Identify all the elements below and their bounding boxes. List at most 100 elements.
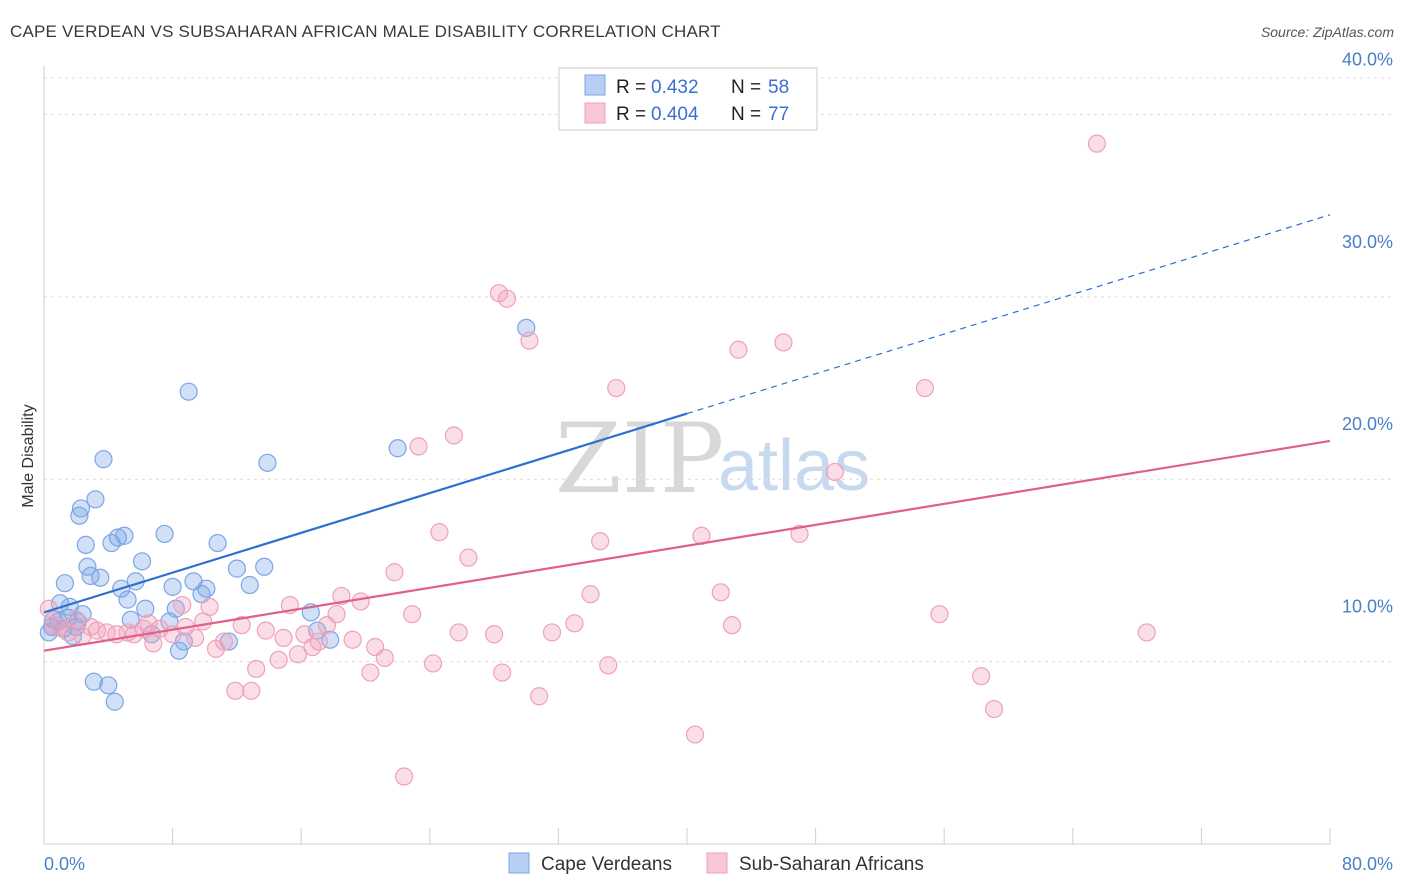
- point-sub-saharan-africans: [599, 656, 618, 675]
- source-label: Source: ZipAtlas.com: [1260, 24, 1394, 40]
- point-sub-saharan-africans: [423, 654, 443, 673]
- point-cape-verdeans: [115, 526, 134, 545]
- point-sub-saharan-africans: [915, 378, 935, 398]
- y-tick-label: 20.0%: [1342, 414, 1393, 434]
- legend-r-value-2: 0.404: [651, 104, 699, 125]
- trend-lines: [43, 214, 1331, 652]
- point-cape-verdeans: [227, 559, 246, 578]
- point-sub-saharan-africans: [930, 605, 949, 624]
- watermark-atlas: atlas: [718, 426, 870, 506]
- point-sub-saharan-africans: [173, 595, 192, 615]
- point-sub-saharan-africans: [394, 767, 414, 786]
- point-sub-saharan-africans: [242, 681, 261, 700]
- point-sub-saharan-africans: [493, 663, 512, 682]
- legend-swatch-sub-saharan-africans: [584, 102, 606, 124]
- point-cape-verdeans: [71, 499, 91, 518]
- series-legend: Cape Verdeans Sub-Saharan Africans: [508, 852, 924, 875]
- y-axis-label: Male Disability: [20, 404, 37, 507]
- point-sub-saharan-africans: [44, 616, 63, 635]
- point-sub-saharan-africans: [361, 663, 380, 682]
- point-sub-saharan-africans: [790, 524, 809, 544]
- point-cape-verdeans: [163, 577, 182, 596]
- series-label-sub-saharan-africans: Sub-Saharan Africans: [739, 854, 924, 875]
- point-sub-saharan-africans: [186, 628, 205, 648]
- point-sub-saharan-africans: [375, 648, 394, 668]
- point-sub-saharan-africans: [288, 645, 308, 664]
- point-sub-saharan-africans: [430, 523, 449, 542]
- point-sub-saharan-africans: [972, 667, 991, 686]
- point-sub-saharan-africans: [67, 610, 86, 629]
- point-sub-saharan-africans: [1087, 134, 1107, 153]
- point-sub-saharan-africans: [409, 437, 428, 456]
- point-cape-verdeans: [388, 439, 407, 458]
- legend-n-value-2: 77: [768, 104, 789, 125]
- point-cape-verdeans: [132, 552, 152, 571]
- point-sub-saharan-africans: [444, 426, 464, 445]
- point-sub-saharan-africans: [722, 616, 742, 635]
- point-cape-verdeans: [258, 453, 277, 472]
- point-sub-saharan-africans: [274, 628, 293, 648]
- point-cape-verdeans: [108, 528, 128, 547]
- trend-line-sub-saharan-africans: [43, 439, 1331, 652]
- point-sub-saharan-africans: [309, 632, 328, 651]
- y-tick-label: 40.0%: [1342, 49, 1393, 69]
- point-sub-saharan-africans: [984, 699, 1004, 719]
- point-cape-verdeans: [174, 632, 193, 651]
- point-sub-saharan-africans: [269, 650, 288, 669]
- point-cape-verdeans: [86, 490, 105, 509]
- legend-n-value-1: 58: [768, 77, 789, 98]
- point-cape-verdeans: [84, 672, 103, 691]
- point-cape-verdeans: [169, 641, 189, 660]
- point-sub-saharan-africans: [520, 331, 539, 350]
- point-cape-verdeans: [179, 382, 198, 401]
- point-sub-saharan-africans: [542, 623, 562, 642]
- point-cape-verdeans: [136, 599, 155, 618]
- point-sub-saharan-africans: [459, 548, 478, 567]
- point-sub-saharan-africans: [226, 681, 245, 700]
- point-sub-saharan-africans: [591, 532, 610, 551]
- watermark: ZIP atlas: [555, 403, 870, 515]
- data-points: [39, 134, 1156, 786]
- trend-line-extension-cape-verdeans: [686, 214, 1331, 415]
- point-sub-saharan-africans: [256, 621, 275, 640]
- series-swatch-sub-saharan-africans: [706, 852, 728, 874]
- legend-r-value-1: 0.432: [651, 77, 699, 98]
- point-sub-saharan-africans: [403, 605, 422, 624]
- point-cape-verdeans: [208, 533, 227, 553]
- point-sub-saharan-africans: [1137, 623, 1156, 642]
- point-sub-saharan-africans: [711, 583, 730, 602]
- point-cape-verdeans: [240, 575, 259, 595]
- point-cape-verdeans: [321, 630, 340, 649]
- y-tick-label: 30.0%: [1342, 232, 1393, 252]
- series-label-cape-verdeans: Cape Verdeans: [541, 854, 672, 875]
- point-sub-saharan-africans: [351, 592, 370, 611]
- point-cape-verdeans: [70, 506, 89, 525]
- point-cape-verdeans: [94, 450, 113, 469]
- point-sub-saharan-africans: [565, 614, 584, 633]
- point-sub-saharan-africans: [825, 462, 844, 482]
- point-cape-verdeans: [255, 557, 274, 576]
- point-sub-saharan-africans: [332, 586, 351, 606]
- point-sub-saharan-africans: [530, 687, 549, 706]
- trend-line-cape-verdeans: [43, 412, 688, 614]
- point-cape-verdeans: [105, 692, 124, 711]
- point-sub-saharan-africans: [343, 630, 362, 649]
- legend-r-label-1: R =: [616, 77, 646, 98]
- point-sub-saharan-africans: [581, 585, 600, 604]
- point-cape-verdeans: [55, 574, 74, 593]
- series-swatch-cape-verdeans: [508, 852, 530, 874]
- x-tick-label-max: 80.0%: [1342, 854, 1393, 874]
- legend-r-label-2: R =: [616, 104, 646, 125]
- point-sub-saharan-africans: [685, 725, 705, 744]
- point-sub-saharan-africans: [485, 625, 504, 644]
- point-sub-saharan-africans: [327, 605, 346, 624]
- point-sub-saharan-africans: [247, 659, 266, 679]
- point-sub-saharan-africans: [139, 614, 158, 633]
- legend-n-label-2: N =: [731, 104, 761, 125]
- point-cape-verdeans: [118, 590, 137, 609]
- point-cape-verdeans: [76, 535, 95, 554]
- point-sub-saharan-africans: [774, 333, 793, 352]
- point-sub-saharan-africans: [729, 340, 748, 359]
- point-cape-verdeans: [99, 676, 118, 695]
- point-sub-saharan-africans: [385, 563, 404, 582]
